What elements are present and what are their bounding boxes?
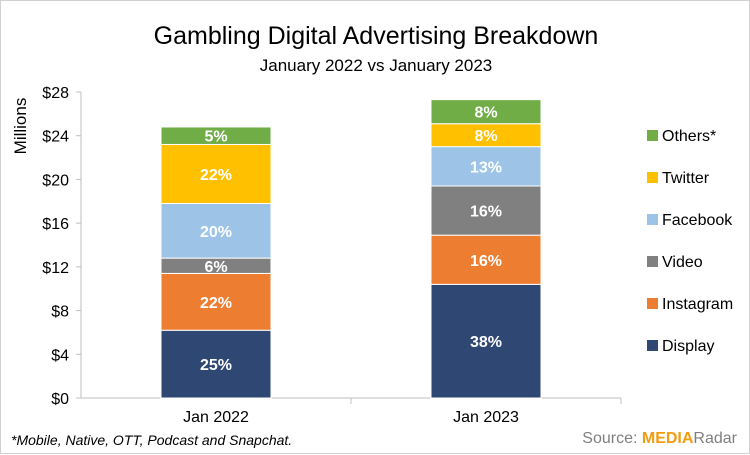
chart-title: Gambling Digital Advertising Breakdown (153, 22, 599, 50)
bar-segment (160, 143, 272, 204)
data-label: 22% (200, 295, 232, 312)
legend-swatch (647, 172, 658, 183)
data-label: 13% (470, 159, 502, 176)
footnote: *Mobile, Native, OTT, Podcast and Snapch… (11, 432, 293, 448)
bar-segment (160, 126, 272, 145)
y-tick-label: $24 (42, 129, 69, 146)
data-label: 16% (470, 204, 502, 221)
data-label: 25% (200, 357, 232, 374)
legend-swatch (647, 298, 658, 309)
y-tick-label: $8 (51, 304, 69, 321)
legend-swatch (647, 214, 658, 225)
data-label: 38% (470, 334, 502, 351)
legend-swatch (647, 340, 658, 351)
bar-segment (430, 185, 542, 236)
data-label: 22% (200, 167, 232, 184)
bar-segment (430, 99, 542, 125)
y-tick-label: $20 (42, 172, 69, 189)
chart-subtitle: January 2022 vs January 2023 (259, 56, 493, 75)
legend-label: Display (662, 338, 714, 355)
legend-label: Video (662, 254, 703, 271)
x-tick-label: Jan 2023 (453, 409, 519, 426)
data-label: 8% (474, 128, 497, 145)
y-tick-label: $0 (51, 391, 69, 408)
y-tick-label: $12 (42, 260, 69, 277)
data-label: 20% (200, 224, 232, 241)
x-tick-label: Jan 2022 (183, 409, 249, 426)
legend-label: Twitter (662, 170, 710, 187)
legend-label: Facebook (662, 212, 733, 229)
bar-segment (430, 283, 542, 399)
bar-segment (430, 146, 542, 187)
y-tick-label: $28 (42, 85, 69, 102)
brand-logo-part-b: Radar (693, 430, 737, 447)
y-tick-label: $4 (51, 347, 69, 364)
data-label: 5% (204, 129, 227, 146)
bar-segment (430, 234, 542, 285)
legend-swatch (647, 256, 658, 267)
bar-segment (160, 272, 272, 331)
y-tick-label: $16 (42, 216, 69, 233)
data-label: 6% (204, 259, 227, 276)
legend-label: Others* (662, 128, 716, 145)
data-label: 8% (474, 105, 497, 122)
legend-label: Instagram (662, 296, 733, 313)
bar-segment (160, 329, 272, 399)
data-label: 16% (470, 253, 502, 270)
brand-logo-part-a: MEDIA (641, 430, 694, 447)
source-credit: Source: MEDIARadar (582, 429, 737, 449)
legend-swatch (647, 130, 658, 141)
source-prefix: Source: (582, 430, 642, 447)
bar-segment (160, 202, 272, 259)
